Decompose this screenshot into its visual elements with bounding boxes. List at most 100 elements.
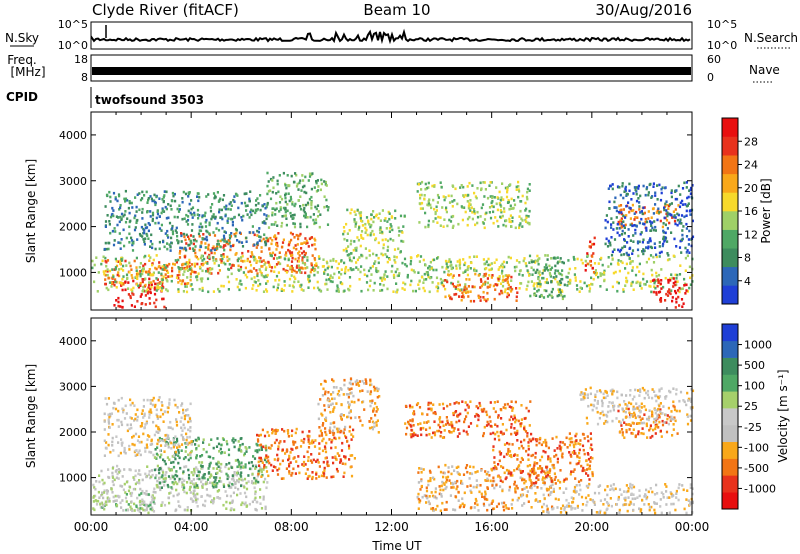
echo-cell — [212, 499, 215, 503]
echo-cell — [254, 281, 257, 284]
echo-cell — [163, 264, 166, 267]
echo-cell — [127, 281, 130, 284]
echo-cell — [486, 291, 489, 295]
echo-cell — [291, 448, 294, 451]
echo-cell — [115, 469, 118, 472]
echo-cell — [382, 283, 385, 287]
echo-cell — [166, 234, 169, 237]
echo-cell — [148, 283, 151, 287]
echo-cell — [251, 225, 254, 228]
echo-cell — [308, 474, 311, 478]
echo-cell — [369, 225, 372, 229]
echo-cell — [272, 176, 275, 179]
echo-cell — [270, 242, 273, 246]
echo-cell — [163, 194, 166, 197]
echo-cell — [243, 486, 246, 489]
echo-cell — [140, 424, 143, 428]
echo-cell — [287, 192, 290, 195]
echo-cell — [199, 222, 202, 226]
echo-cell — [259, 496, 262, 499]
echo-cell — [431, 184, 434, 188]
echo-cell — [469, 267, 472, 270]
echo-cell — [259, 256, 262, 260]
echo-cell — [464, 193, 467, 197]
echo-cell — [627, 235, 630, 238]
echo-cell — [313, 237, 316, 241]
echo-cell — [244, 286, 247, 290]
echo-cell — [331, 276, 334, 279]
echo-cell — [664, 202, 667, 206]
echo-cell — [155, 216, 158, 220]
echo-cell — [119, 204, 122, 207]
echo-cell — [116, 464, 119, 468]
echo-cell — [409, 283, 412, 287]
echo-cell — [487, 257, 490, 261]
echo-cell — [336, 284, 339, 287]
echo-cell — [248, 467, 252, 471]
echo-cell — [645, 246, 648, 249]
echo-cell — [617, 281, 620, 285]
echo-cell — [158, 481, 161, 484]
echo-cell — [137, 284, 140, 288]
echo-cell — [154, 403, 157, 407]
echo-cell — [101, 478, 104, 482]
echo-cell — [288, 199, 291, 203]
echo-cell — [442, 225, 445, 228]
echo-cell — [136, 415, 139, 419]
echo-cell — [331, 438, 334, 442]
echo-cell — [120, 267, 123, 271]
nsearch-label: N.Search — [744, 31, 798, 45]
echo-cell — [643, 222, 646, 226]
echo-cell — [317, 402, 320, 406]
echo-cell — [572, 255, 575, 259]
echo-cell — [303, 241, 306, 244]
echo-cell — [640, 231, 643, 234]
echo-cell — [456, 485, 459, 488]
echo-cell — [279, 208, 282, 211]
echo-cell — [506, 277, 509, 281]
echo-cell — [144, 277, 147, 281]
echo-cell — [134, 432, 138, 436]
echo-cell — [386, 249, 389, 252]
echo-cell — [306, 225, 309, 229]
echo-cell — [257, 440, 260, 443]
echo-cell — [371, 427, 374, 431]
echo-cell — [131, 401, 134, 405]
echo-cell — [541, 272, 544, 275]
echo-cell — [410, 425, 413, 428]
echo-cell — [123, 446, 126, 450]
echo-cell — [116, 418, 119, 422]
echo-cell — [181, 263, 184, 267]
echo-cell — [187, 209, 190, 213]
echo-cell — [151, 494, 154, 497]
echo-cell — [319, 398, 322, 401]
echo-cell — [317, 266, 320, 269]
echo-cell — [132, 293, 135, 296]
echo-cell — [290, 274, 293, 277]
echo-cell — [187, 414, 190, 417]
echo-cell — [335, 402, 338, 405]
echo-cell — [530, 481, 533, 484]
echo-cell — [221, 198, 224, 202]
echo-cell — [439, 216, 442, 219]
echo-cell — [332, 379, 335, 383]
echo-cell — [250, 467, 253, 471]
echo-cell — [172, 482, 175, 486]
echo-cell — [304, 212, 307, 216]
echo-cell — [446, 419, 449, 423]
echo-cell — [189, 211, 192, 215]
echo-cell — [514, 487, 517, 490]
colorbar-segment — [722, 248, 738, 268]
echo-cell — [153, 288, 156, 291]
echo-cell — [144, 262, 147, 266]
echo-cell — [347, 395, 350, 399]
echo-cell — [333, 425, 336, 429]
echo-cell — [139, 274, 142, 278]
echo-cell — [425, 428, 428, 431]
echo-cell — [326, 462, 329, 466]
echo-cell — [242, 465, 245, 468]
echo-cell — [471, 285, 474, 288]
echo-cell — [104, 256, 107, 260]
echo-cell — [450, 486, 453, 489]
echo-cell — [540, 487, 543, 490]
